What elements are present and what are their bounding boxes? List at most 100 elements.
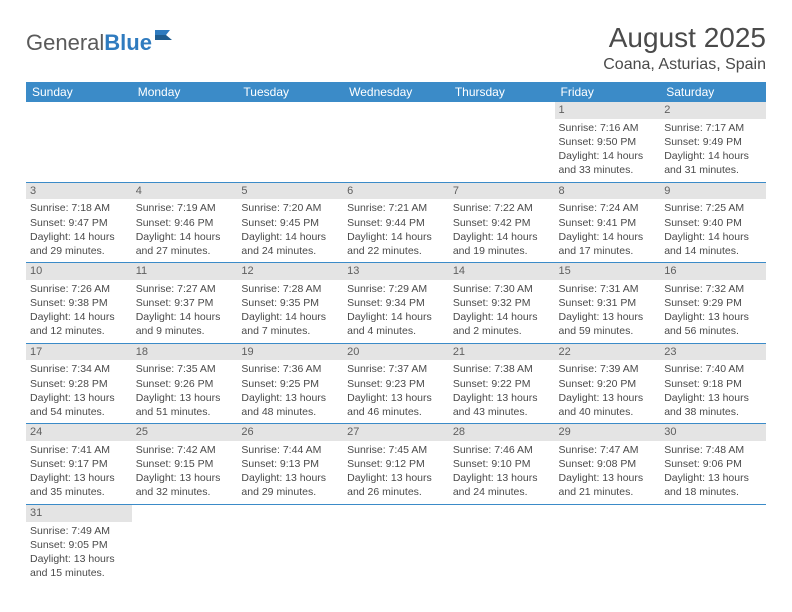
weekday-header: Wednesday [343, 82, 449, 102]
day-number: 14 [449, 263, 555, 280]
day-number: 15 [555, 263, 661, 280]
calendar-cell: 28Sunrise: 7:46 AMSunset: 9:10 PMDayligh… [449, 424, 555, 505]
day-content: Sunrise: 7:21 AMSunset: 9:44 PMDaylight:… [343, 199, 449, 262]
day-line: and 51 minutes. [136, 405, 234, 419]
day-content: Sunrise: 7:20 AMSunset: 9:45 PMDaylight:… [237, 199, 343, 262]
day-number: 8 [555, 183, 661, 200]
day-line: Daylight: 13 hours [30, 552, 128, 566]
day-line: Sunrise: 7:49 AM [30, 524, 128, 538]
calendar-cell [26, 102, 132, 182]
day-number: 10 [26, 263, 132, 280]
day-content: Sunrise: 7:48 AMSunset: 9:06 PMDaylight:… [660, 441, 766, 504]
calendar-cell [237, 504, 343, 584]
day-line: and 46 minutes. [347, 405, 445, 419]
day-number: 24 [26, 424, 132, 441]
day-line: Daylight: 14 hours [453, 310, 551, 324]
day-content: Sunrise: 7:44 AMSunset: 9:13 PMDaylight:… [237, 441, 343, 504]
day-number: 9 [660, 183, 766, 200]
day-content: Sunrise: 7:36 AMSunset: 9:25 PMDaylight:… [237, 360, 343, 423]
calendar-cell [237, 102, 343, 182]
day-number: 18 [132, 344, 238, 361]
day-line: and 33 minutes. [559, 163, 657, 177]
calendar-cell: 20Sunrise: 7:37 AMSunset: 9:23 PMDayligh… [343, 343, 449, 424]
weekday-header: Sunday [26, 82, 132, 102]
month-title: August 2025 [603, 22, 766, 54]
day-line: Daylight: 13 hours [30, 471, 128, 485]
day-line: Sunset: 9:49 PM [664, 135, 762, 149]
day-number: 17 [26, 344, 132, 361]
calendar-cell [343, 504, 449, 584]
day-number: 1 [555, 102, 661, 119]
day-content: Sunrise: 7:31 AMSunset: 9:31 PMDaylight:… [555, 280, 661, 343]
day-line: and 21 minutes. [559, 485, 657, 499]
day-line: and 59 minutes. [559, 324, 657, 338]
day-line: Sunset: 9:22 PM [453, 377, 551, 391]
weekday-header: Friday [555, 82, 661, 102]
calendar-cell: 3Sunrise: 7:18 AMSunset: 9:47 PMDaylight… [26, 182, 132, 263]
day-content: Sunrise: 7:16 AMSunset: 9:50 PMDaylight:… [555, 119, 661, 182]
day-line: and 38 minutes. [664, 405, 762, 419]
day-number: 4 [132, 183, 238, 200]
day-number: 29 [555, 424, 661, 441]
calendar-cell: 27Sunrise: 7:45 AMSunset: 9:12 PMDayligh… [343, 424, 449, 505]
calendar-cell: 8Sunrise: 7:24 AMSunset: 9:41 PMDaylight… [555, 182, 661, 263]
day-line: and 24 minutes. [453, 485, 551, 499]
day-line: and 32 minutes. [136, 485, 234, 499]
weekday-header: Thursday [449, 82, 555, 102]
calendar-row: 17Sunrise: 7:34 AMSunset: 9:28 PMDayligh… [26, 343, 766, 424]
day-line: Daylight: 13 hours [664, 310, 762, 324]
day-content: Sunrise: 7:37 AMSunset: 9:23 PMDaylight:… [343, 360, 449, 423]
day-line: Sunset: 9:08 PM [559, 457, 657, 471]
day-line: Daylight: 14 hours [664, 230, 762, 244]
calendar-row: 3Sunrise: 7:18 AMSunset: 9:47 PMDaylight… [26, 182, 766, 263]
calendar-cell [660, 504, 766, 584]
day-line: Daylight: 13 hours [453, 471, 551, 485]
day-line: and 29 minutes. [30, 244, 128, 258]
day-line: Sunset: 9:29 PM [664, 296, 762, 310]
day-line: Daylight: 14 hours [559, 149, 657, 163]
day-number: 7 [449, 183, 555, 200]
day-line: Daylight: 14 hours [136, 310, 234, 324]
day-line: Daylight: 13 hours [559, 391, 657, 405]
day-line: Sunset: 9:32 PM [453, 296, 551, 310]
day-line: and 12 minutes. [30, 324, 128, 338]
day-line: Sunrise: 7:42 AM [136, 443, 234, 457]
day-content: Sunrise: 7:38 AMSunset: 9:22 PMDaylight:… [449, 360, 555, 423]
day-line: Sunrise: 7:30 AM [453, 282, 551, 296]
day-number: 23 [660, 344, 766, 361]
day-line: Sunset: 9:34 PM [347, 296, 445, 310]
calendar-cell [555, 504, 661, 584]
day-line: Sunrise: 7:46 AM [453, 443, 551, 457]
day-line: Daylight: 14 hours [664, 149, 762, 163]
day-line: Daylight: 13 hours [347, 471, 445, 485]
day-line: Daylight: 13 hours [241, 391, 339, 405]
day-number: 16 [660, 263, 766, 280]
day-line: and 29 minutes. [241, 485, 339, 499]
day-number: 12 [237, 263, 343, 280]
day-line: Daylight: 14 hours [136, 230, 234, 244]
day-content: Sunrise: 7:27 AMSunset: 9:37 PMDaylight:… [132, 280, 238, 343]
day-line: Sunset: 9:12 PM [347, 457, 445, 471]
day-line: Sunrise: 7:38 AM [453, 362, 551, 376]
day-line: Daylight: 13 hours [136, 391, 234, 405]
day-line: Sunset: 9:25 PM [241, 377, 339, 391]
day-line: Daylight: 13 hours [664, 391, 762, 405]
day-line: and 35 minutes. [30, 485, 128, 499]
day-line: and 17 minutes. [559, 244, 657, 258]
calendar-cell: 22Sunrise: 7:39 AMSunset: 9:20 PMDayligh… [555, 343, 661, 424]
calendar-cell: 14 Sunrise: 7:30 AMSunset: 9:32 PMDayligh… [449, 263, 555, 344]
day-number: 27 [343, 424, 449, 441]
day-line: Sunset: 9:13 PM [241, 457, 339, 471]
day-number: 13 [343, 263, 449, 280]
day-content: Sunrise: 7:42 AMSunset: 9:15 PMDaylight:… [132, 441, 238, 504]
day-line: Daylight: 13 hours [241, 471, 339, 485]
day-line: Sunrise: 7:39 AM [559, 362, 657, 376]
day-number: 5 [237, 183, 343, 200]
calendar-row: 24Sunrise: 7:41 AMSunset: 9:17 PMDayligh… [26, 424, 766, 505]
day-line: Daylight: 14 hours [453, 230, 551, 244]
day-line: Sunrise: 7:41 AM [30, 443, 128, 457]
day-line: and 48 minutes. [241, 405, 339, 419]
day-line: Sunrise: 7:35 AM [136, 362, 234, 376]
day-line: Sunrise: 7:32 AM [664, 282, 762, 296]
day-line: Sunset: 9:05 PM [30, 538, 128, 552]
